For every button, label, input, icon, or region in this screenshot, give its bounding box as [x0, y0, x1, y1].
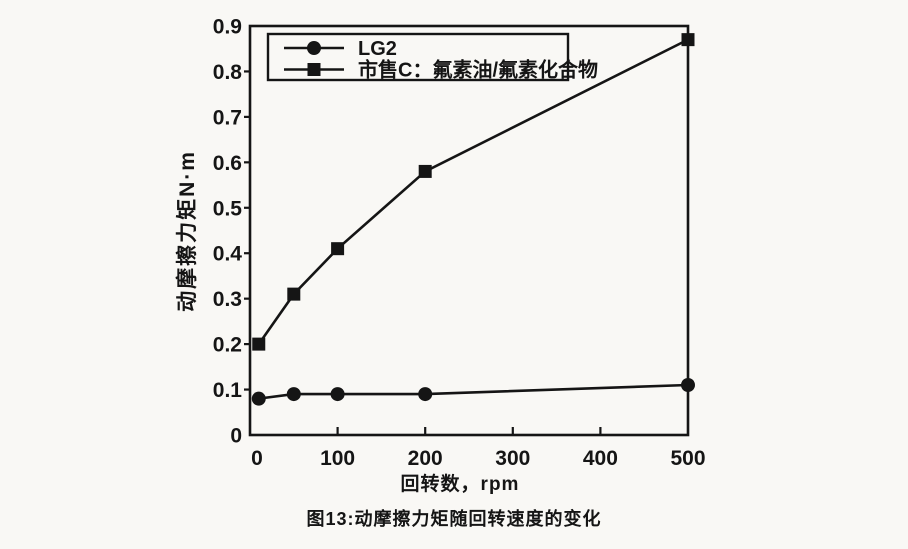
legend-marker-square	[307, 63, 321, 76]
x-tick-label: 100	[320, 447, 355, 470]
y-tick-label: 0.9	[213, 16, 242, 39]
data-point-square	[252, 337, 266, 351]
plot-frame	[248, 24, 690, 437]
y-tick-label: 0.2	[213, 334, 242, 357]
y-tick-label: 0.3	[213, 288, 242, 311]
x-tick-label: 0	[251, 447, 263, 470]
figure-caption: 图13:动摩擦力矩随回转速度的变化	[306, 509, 602, 529]
y-tick-label: 0.8	[213, 61, 243, 84]
x-tick-label: 400	[583, 447, 618, 470]
y-tick-label: 0.1	[213, 379, 243, 402]
y-tick-label: 0.6	[213, 152, 242, 175]
data-point-circle	[418, 387, 433, 402]
data-point-square	[681, 33, 695, 47]
x-tick-label: 500	[670, 447, 705, 470]
y-tick-label: 0.5	[213, 197, 243, 220]
legend-label: LG2	[358, 38, 397, 60]
data-point-circle	[251, 391, 266, 406]
y-tick-label: 0.4	[213, 243, 243, 266]
legend-label: 市售C：氟素油/氟素化合物	[358, 58, 598, 82]
y-tick-label: 0.7	[213, 106, 242, 129]
series-line-shishou-c	[257, 38, 689, 345]
data-point-square	[287, 287, 301, 301]
data-point-circle	[330, 387, 345, 402]
data-point-circle	[681, 378, 695, 393]
series-line-lg2	[258, 383, 689, 400]
x-tick-label: 200	[408, 447, 443, 470]
x-axis-title: 回转数，rpm	[401, 472, 520, 495]
x-tick-label: 300	[495, 447, 530, 470]
legend-marker-circle	[307, 41, 321, 55]
data-point-square	[331, 242, 345, 256]
y-tick-label: 0	[230, 425, 242, 448]
data-point-circle	[286, 387, 301, 402]
y-axis-title: 动摩擦力矩N·m	[175, 150, 199, 312]
data-point-square	[418, 164, 432, 178]
